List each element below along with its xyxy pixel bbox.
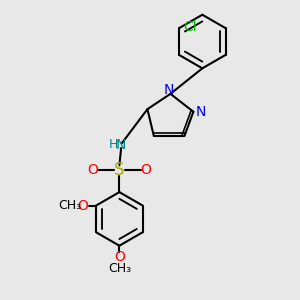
Text: O: O xyxy=(77,199,88,212)
Text: H: H xyxy=(109,138,119,152)
Text: S: S xyxy=(114,161,124,179)
Text: N: N xyxy=(195,105,206,119)
Text: O: O xyxy=(114,250,125,264)
Text: O: O xyxy=(141,164,152,177)
Text: Cl: Cl xyxy=(183,20,196,34)
Text: N: N xyxy=(116,138,126,152)
Text: CH₃: CH₃ xyxy=(58,199,81,212)
Text: CH₃: CH₃ xyxy=(108,262,131,275)
Text: N: N xyxy=(164,83,174,97)
Text: O: O xyxy=(87,164,98,177)
